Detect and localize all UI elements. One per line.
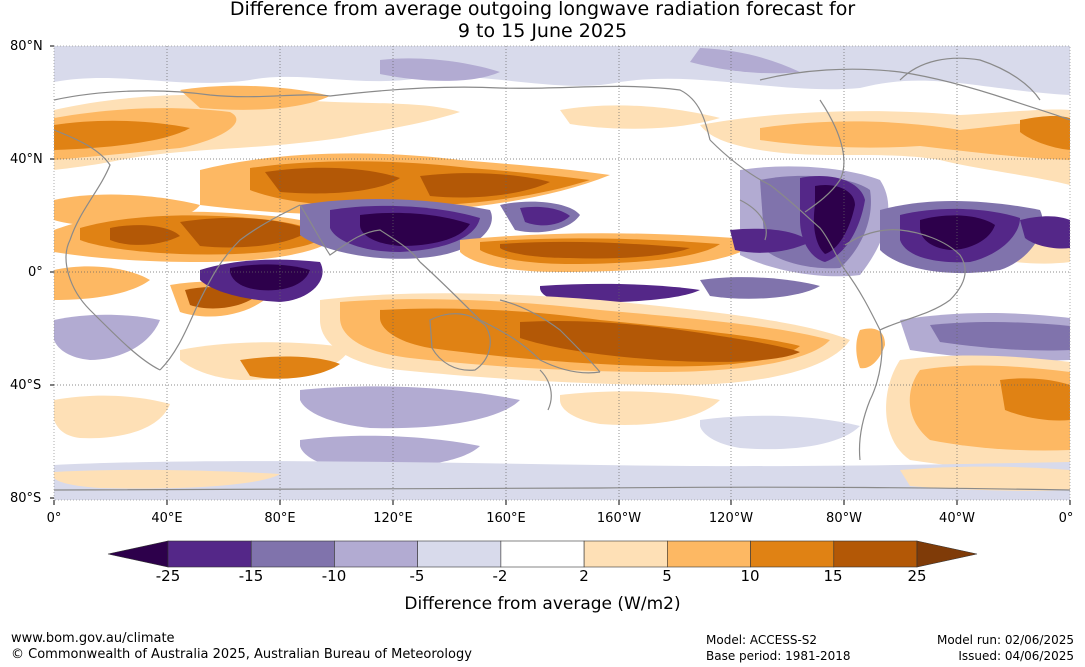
lon-label-160e: 160°E [486,511,526,526]
colorbar-cell [833,540,918,568]
colorbar [107,540,978,568]
colorbar-cell [334,540,418,568]
colorbar-tick: -5 [409,567,425,585]
lon-label-160w: 160°W [596,511,642,526]
colorbar-tick: 2 [579,567,589,585]
anomaly-region-eurasia [54,85,720,170]
colorbar-cell [250,540,335,568]
lon-label-120e: 120°E [373,511,413,526]
colorbar-tick: -2 [492,567,508,585]
lat-label-80n: 80°N [10,39,43,54]
colorbar-tick: 5 [662,567,672,585]
lon-label-40e: 40°E [151,511,183,526]
lat-label-40s: 40°S [10,378,42,393]
colorbar-extend-low [107,540,169,568]
anomaly-region-south-atlantic [856,313,1070,471]
colorbar-tick: -10 [321,567,347,585]
colorbar-tick: -25 [155,567,181,585]
lon-label-120w: 120°W [708,511,754,526]
colorbar-cell [750,540,835,568]
anomaly-region-central-america [540,166,1070,303]
colorbar-cell [500,540,585,568]
lon-label-0-left: 0° [46,511,62,526]
colorbar-tick: 15 [823,567,843,585]
footer-model: Model: ACCESS-S2 [706,633,818,647]
colorbar-extend-high [916,540,978,568]
lon-label-80w: 80°W [826,511,862,526]
footer-site-link[interactable]: www.bom.gov.au/climate [11,631,175,646]
footer-base-period: Base period: 1981-2018 [706,649,851,663]
colorbar-tick: 10 [740,567,760,585]
lon-label-0-right: 0° [1058,511,1074,526]
lon-label-80e: 80°E [264,511,296,526]
colorbar-cell [167,540,252,568]
colorbar-title: Difference from average (W/m2) [404,594,681,614]
footer-model-run: Model run: 02/06/2025 [936,633,1074,647]
anomaly-region-southern-ocean [54,386,1070,500]
lat-label-40n: 40°N [10,152,43,167]
anomaly-region-asia [54,153,610,227]
coastlines [54,57,1070,491]
anomaly-region-maritime-continent [200,198,580,302]
axis-ticks [50,45,1071,505]
colorbar-cell [583,540,668,568]
colorbar-cell [667,540,751,568]
map-frame [53,45,1071,501]
footer-copyright: © Commonwealth of Australia 2025, Austra… [11,647,472,662]
lat-label-0: 0° [28,265,43,280]
footer-issued: Issued: 04/06/2025 [958,649,1074,663]
map-title-line1: Difference from average outgoing longwav… [229,0,856,20]
anomaly-region-arctic [54,46,1070,95]
lat-label-80s: 80°S [10,491,42,506]
map-title-line2: 9 to 15 June 2025 [457,20,628,42]
colorbar-tick: -15 [238,567,264,585]
colorbar-cell [417,540,502,568]
graticule [54,46,1070,500]
colorbar-tick: 25 [907,567,927,585]
lon-label-40w: 40°W [939,511,975,526]
